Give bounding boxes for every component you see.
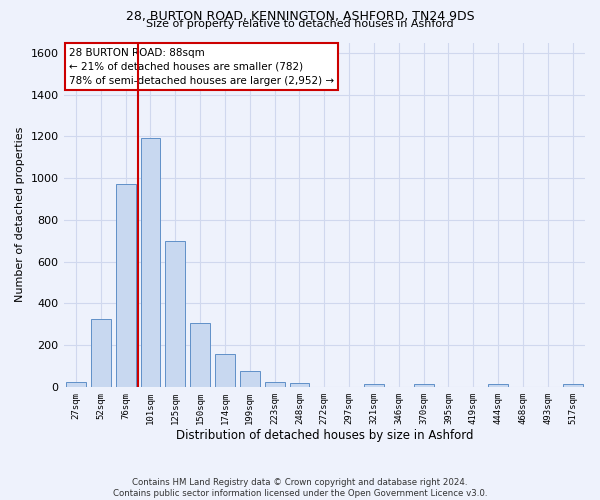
Text: Size of property relative to detached houses in Ashford: Size of property relative to detached ho… xyxy=(146,19,454,29)
X-axis label: Distribution of detached houses by size in Ashford: Distribution of detached houses by size … xyxy=(176,430,473,442)
Bar xyxy=(91,319,111,387)
Bar xyxy=(140,138,160,387)
Bar xyxy=(488,384,508,387)
Bar xyxy=(413,384,434,387)
Bar xyxy=(265,382,284,387)
Text: Contains HM Land Registry data © Crown copyright and database right 2024.
Contai: Contains HM Land Registry data © Crown c… xyxy=(113,478,487,498)
Bar xyxy=(290,383,310,387)
Bar xyxy=(364,384,384,387)
Bar xyxy=(166,241,185,387)
Bar xyxy=(240,371,260,387)
Bar xyxy=(116,184,136,387)
Text: 28, BURTON ROAD, KENNINGTON, ASHFORD, TN24 9DS: 28, BURTON ROAD, KENNINGTON, ASHFORD, TN… xyxy=(125,10,475,23)
Bar xyxy=(215,354,235,387)
Bar xyxy=(66,382,86,387)
Bar xyxy=(563,384,583,387)
Bar xyxy=(190,323,210,387)
Y-axis label: Number of detached properties: Number of detached properties xyxy=(15,127,25,302)
Text: 28 BURTON ROAD: 88sqm
← 21% of detached houses are smaller (782)
78% of semi-det: 28 BURTON ROAD: 88sqm ← 21% of detached … xyxy=(69,48,334,86)
